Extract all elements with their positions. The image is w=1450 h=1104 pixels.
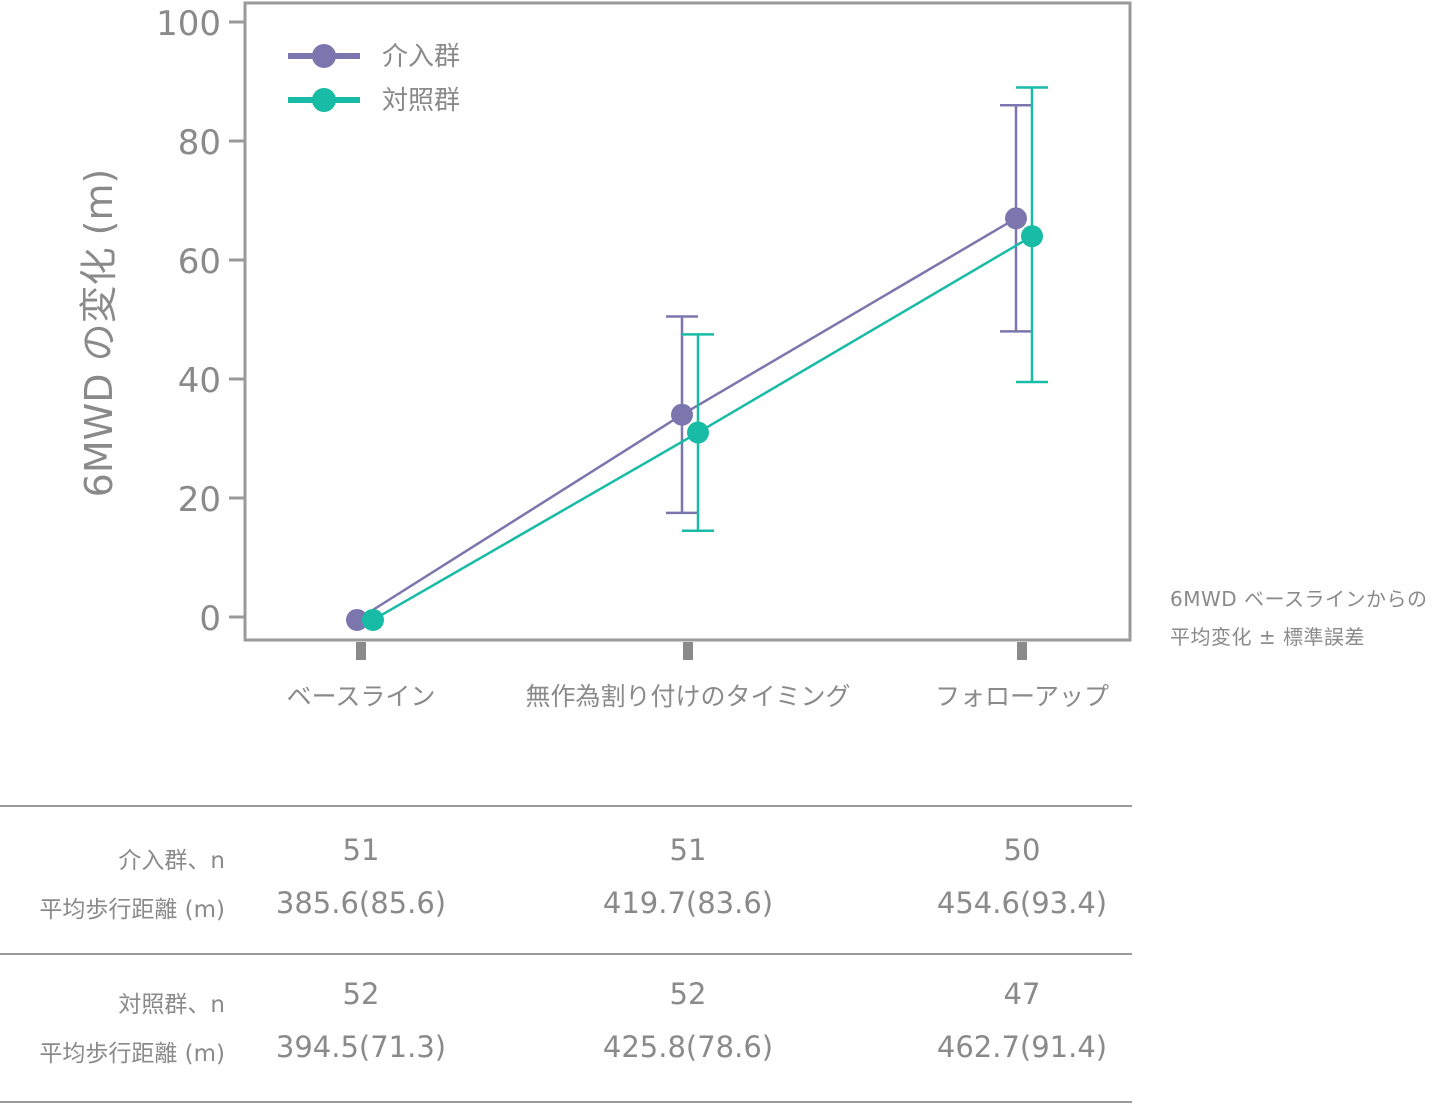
legend-label: 介入群 xyxy=(382,42,460,72)
table-row-label-mean: 平均歩行距離 (m) xyxy=(39,1041,225,1067)
table-top-rule xyxy=(0,805,1132,807)
y-tick-label: 100 xyxy=(156,4,221,44)
plot-frame xyxy=(243,1,1132,642)
data-point xyxy=(1005,207,1027,230)
table-middle-rule xyxy=(0,953,1132,955)
data-point xyxy=(362,608,384,631)
chart-note-line-2: 平均変化 ± 標準誤差 xyxy=(1170,625,1365,649)
table-cell-n: 52 xyxy=(669,977,707,1011)
table-cell-mean: 462.7(91.4) xyxy=(936,1030,1108,1064)
chart-note-line-1: 6MWD ベースラインからの xyxy=(1170,587,1428,611)
table-cell-mean: 394.5(71.3) xyxy=(275,1030,447,1064)
y-tick-label: 20 xyxy=(178,480,221,520)
y-tick-label: 0 xyxy=(199,599,221,639)
x-tick xyxy=(1017,642,1027,660)
data-point xyxy=(687,421,709,444)
x-tick-label: ベースライン xyxy=(287,682,436,711)
x-tick xyxy=(683,642,693,660)
legend-swatch-dot xyxy=(312,44,336,68)
x-tick-label: 無作為割り付けのタイミング xyxy=(525,682,850,711)
table-row-label-mean: 平均歩行距離 (m) xyxy=(39,897,225,923)
table-cell-mean: 385.6(85.6) xyxy=(275,886,447,920)
table-cell-mean: 454.6(93.4) xyxy=(936,886,1108,920)
y-tick-label: 80 xyxy=(178,123,221,163)
y-tick-label: 60 xyxy=(178,242,221,282)
y-tick-label: 40 xyxy=(178,361,221,401)
table-bottom-rule xyxy=(0,1101,1132,1103)
legend-swatch-dot xyxy=(312,88,336,112)
legend-label: 対照群 xyxy=(382,86,460,116)
line-chart: 0 20 40 60 80 100 6MWD の変化 (m) ベースライン 無作為割り付けのタイ… xyxy=(77,1,1132,711)
data-point xyxy=(346,608,368,631)
table-cell-n: 51 xyxy=(669,833,707,867)
table-cell-n: 47 xyxy=(1003,977,1041,1011)
y-axis-label: 6MWD の変化 (m) xyxy=(77,169,121,498)
data-point xyxy=(671,403,693,426)
x-tick xyxy=(356,642,366,660)
table-row-label-n: 介入群、n xyxy=(118,848,225,874)
table-cell-n: 51 xyxy=(342,833,380,867)
table-row-label-n: 対照群、n xyxy=(118,992,225,1018)
data-point xyxy=(1021,225,1043,248)
table-cell-mean: 419.7(83.6) xyxy=(602,886,774,920)
x-tick-label: フォローアップ xyxy=(935,682,1109,711)
table-cell-mean: 425.8(78.6) xyxy=(602,1030,774,1064)
table-cell-n: 50 xyxy=(1003,833,1041,867)
table-cell-n: 52 xyxy=(342,977,380,1011)
